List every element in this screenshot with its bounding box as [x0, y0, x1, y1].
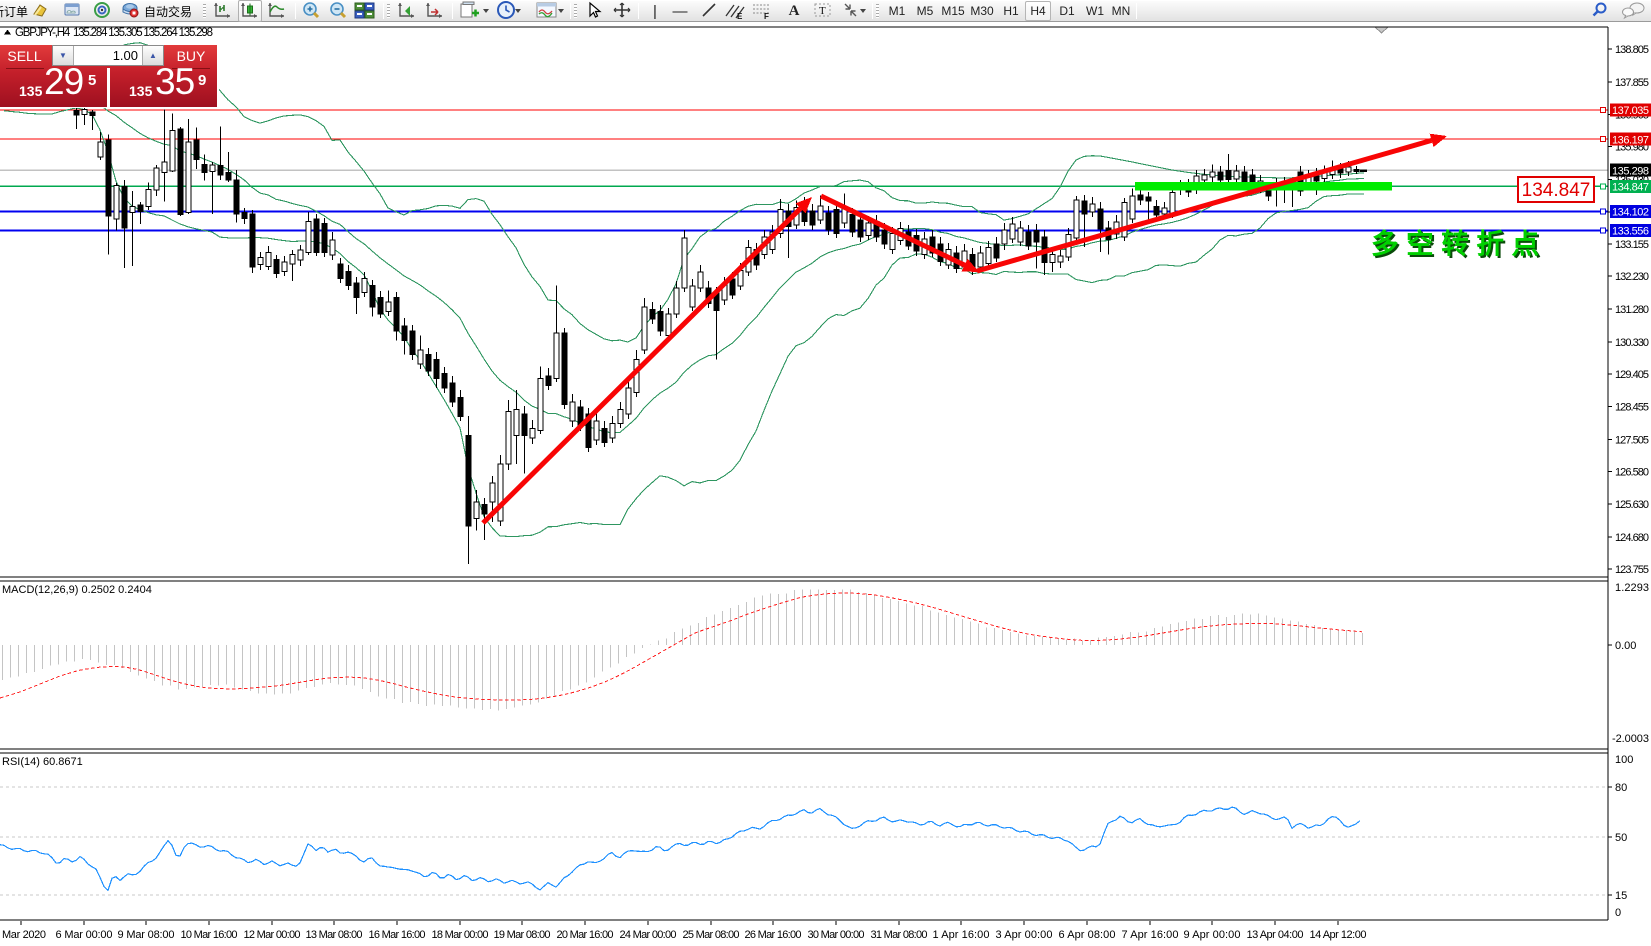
svg-text:26 Mar 16:00: 26 Mar 16:00: [745, 929, 802, 941]
svg-text:133.556: 133.556: [1612, 226, 1649, 238]
svg-text:7 Apr 16:00: 7 Apr 16:00: [1122, 929, 1179, 941]
svg-text:0.00: 0.00: [1615, 640, 1636, 652]
svg-text:133.155: 133.155: [1615, 239, 1649, 251]
svg-text:24 Mar 00:00: 24 Mar 00:00: [620, 929, 677, 941]
svg-text:13 Mar 08:00: 13 Mar 08:00: [306, 929, 363, 941]
svg-text:128.455: 128.455: [1615, 402, 1649, 414]
svg-text:14 Apr 12:00: 14 Apr 12:00: [1310, 929, 1367, 941]
svg-text:50: 50: [1615, 832, 1627, 844]
svg-text:6 Apr 08:00: 6 Apr 08:00: [1059, 929, 1116, 941]
svg-text:30 Mar 00:00: 30 Mar 00:00: [808, 929, 865, 941]
svg-text:F: F: [764, 12, 769, 21]
svg-text:MACD(12,26,9) 0.2502 0.2404: MACD(12,26,9) 0.2502 0.2404: [2, 584, 152, 596]
svg-text:10 Mar 16:00: 10 Mar 16:00: [181, 929, 238, 941]
svg-text:125.630: 125.630: [1615, 499, 1649, 511]
svg-text:136.197: 136.197: [1612, 134, 1649, 146]
svg-text:12 Mar 00:00: 12 Mar 00:00: [244, 929, 301, 941]
svg-text:多空转折点: 多空转折点: [1371, 228, 1539, 259]
svg-text:134.847: 134.847: [1522, 180, 1591, 201]
svg-text:19 Mar 08:00: 19 Mar 08:00: [494, 929, 551, 941]
svg-text:18 Mar 00:00: 18 Mar 00:00: [432, 929, 489, 941]
svg-text:GBPJPY-,H4 135.284 135.305 13: GBPJPY-,H4 135.284 135.305 135.264 135.2…: [15, 27, 213, 39]
svg-text:-2.0003: -2.0003: [1612, 733, 1649, 745]
svg-text:131.280: 131.280: [1615, 304, 1649, 316]
svg-text:137.035: 137.035: [1612, 105, 1649, 117]
svg-text:0: 0: [1615, 907, 1621, 919]
svg-text:E: E: [737, 12, 743, 21]
svg-text:Mar 2020: Mar 2020: [2, 929, 46, 941]
svg-text:138.805: 138.805: [1615, 44, 1649, 56]
svg-text:25 Mar 08:00: 25 Mar 08:00: [683, 929, 740, 941]
svg-text:100: 100: [1615, 754, 1633, 766]
svg-text:31 Mar 08:00: 31 Mar 08:00: [871, 929, 928, 941]
svg-text:1.2293: 1.2293: [1615, 582, 1649, 594]
svg-text:124.680: 124.680: [1615, 532, 1649, 544]
svg-text:9 Mar 08:00: 9 Mar 08:00: [118, 929, 175, 941]
svg-text:123.755: 123.755: [1615, 564, 1649, 576]
svg-text:80: 80: [1615, 782, 1627, 794]
svg-text:129.405: 129.405: [1615, 369, 1649, 381]
svg-text:3 Apr 00:00: 3 Apr 00:00: [996, 929, 1053, 941]
svg-text:6 Mar 00:00: 6 Mar 00:00: [56, 929, 113, 941]
svg-text:RSI(14) 60.8671: RSI(14) 60.8671: [2, 756, 83, 768]
svg-text:16 Mar 16:00: 16 Mar 16:00: [369, 929, 426, 941]
svg-text:126.580: 126.580: [1615, 466, 1649, 478]
svg-text:134.847: 134.847: [1612, 182, 1649, 194]
svg-text:T: T: [819, 5, 826, 17]
svg-text:9 Apr 00:00: 9 Apr 00:00: [1184, 929, 1241, 941]
svg-text:20 Mar 16:00: 20 Mar 16:00: [557, 929, 614, 941]
svg-text:13 Apr 04:00: 13 Apr 04:00: [1247, 929, 1304, 941]
svg-text:15: 15: [1615, 890, 1627, 902]
svg-text:135.298: 135.298: [1612, 165, 1649, 177]
svg-text:134.102: 134.102: [1612, 207, 1649, 219]
svg-text:130.330: 130.330: [1615, 337, 1649, 349]
svg-text:127.505: 127.505: [1615, 434, 1649, 446]
svg-text:132.230: 132.230: [1615, 271, 1649, 283]
svg-text:137.855: 137.855: [1615, 77, 1649, 89]
svg-text:1 Apr 16:00: 1 Apr 16:00: [933, 929, 990, 941]
